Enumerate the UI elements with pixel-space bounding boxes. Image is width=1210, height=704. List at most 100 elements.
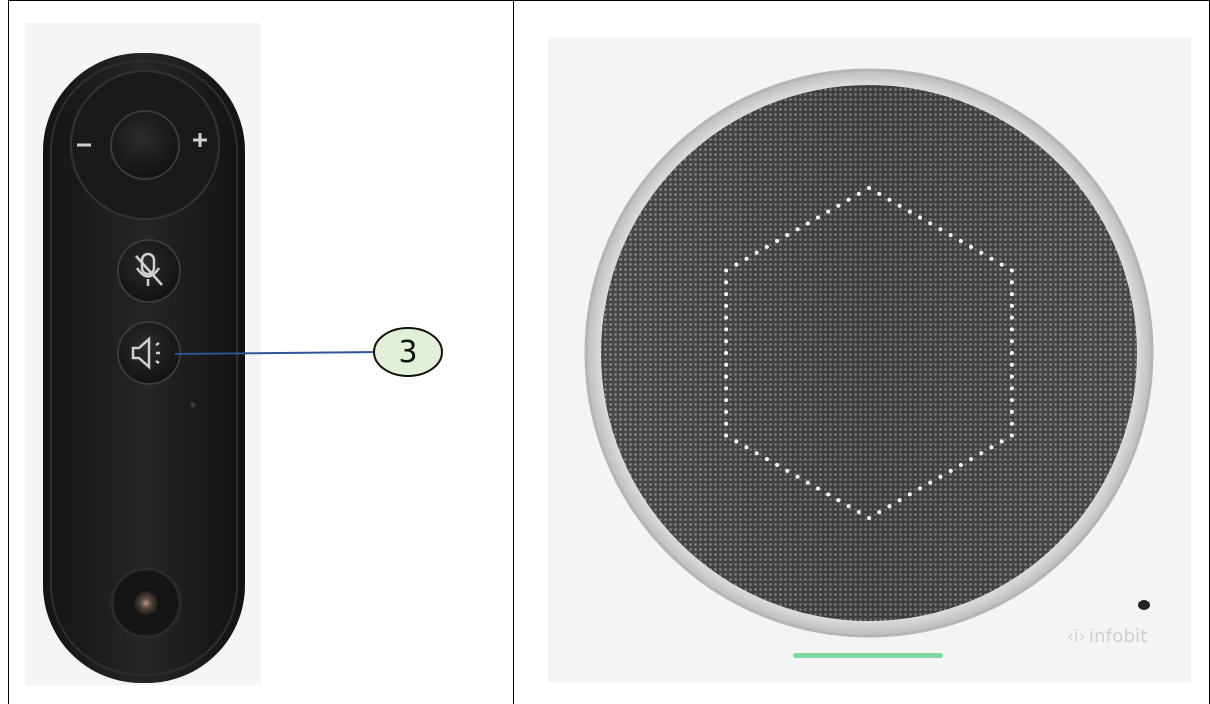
led-bar [793, 653, 943, 658]
led-dot [826, 209, 831, 214]
led-dot [877, 191, 882, 196]
led-dot [877, 510, 882, 515]
center-button [110, 110, 180, 180]
led-dot [1009, 398, 1014, 403]
led-dot [907, 492, 912, 497]
led-dot [897, 203, 902, 208]
led-dot [1009, 421, 1014, 426]
led-dot [724, 433, 729, 438]
led-dot [938, 474, 943, 479]
led-dot [999, 439, 1004, 444]
led-dot [724, 339, 729, 344]
led-dot [734, 262, 739, 267]
led-dot [846, 504, 851, 509]
led-dot [764, 244, 769, 249]
led-dot [938, 227, 943, 232]
led-dot [867, 186, 871, 190]
speakerphone-cell: ‹i› infobit [514, 1, 1209, 704]
led-dot [724, 280, 729, 285]
volume-up-icon [193, 133, 207, 147]
led-dot [724, 292, 729, 297]
led-dot [979, 451, 984, 456]
led-dot [795, 474, 800, 479]
led-dot [907, 209, 912, 214]
led-ring [724, 186, 1014, 520]
remote-illustration [43, 53, 245, 683]
led-dot [887, 197, 892, 202]
image-table: 3 [8, 0, 1210, 704]
led-dot [805, 221, 810, 226]
led-dot [989, 256, 994, 261]
led-dot [724, 386, 729, 391]
led-dot [918, 486, 922, 491]
led-dot [1009, 351, 1014, 355]
led-dot [754, 250, 759, 255]
led-dot [724, 327, 729, 332]
led-dot [724, 421, 729, 426]
speakerphone-illustration [548, 37, 1191, 682]
led-dot [816, 486, 820, 491]
speaker-icon [131, 336, 160, 370]
led-dot [836, 203, 841, 208]
led-dot [1009, 327, 1014, 332]
led-dot [724, 268, 729, 273]
mic-dot-icon [1138, 600, 1150, 610]
led-dot [1009, 268, 1014, 273]
brand-mark-icon: ‹i› [1067, 627, 1086, 647]
led-dot [969, 457, 974, 462]
led-dot [826, 492, 831, 497]
led-dot [724, 315, 729, 320]
led-dot [1009, 433, 1014, 438]
speakerphone-photo: ‹i› infobit [548, 37, 1191, 682]
led-dot [724, 409, 729, 414]
led-dot [1009, 374, 1014, 379]
led-dot [775, 239, 780, 243]
led-dot [979, 250, 984, 255]
led-dot [724, 398, 729, 403]
led-dot [744, 256, 749, 261]
table-divider [513, 0, 514, 704]
led-dot [1009, 409, 1014, 414]
led-dot [887, 504, 892, 509]
led-dot [734, 439, 739, 444]
led-dot [928, 221, 933, 226]
led-dot [897, 498, 902, 503]
led-dot [724, 303, 729, 308]
remote-cell: 3 [9, 1, 513, 704]
led-dot [744, 445, 749, 450]
led-dot [958, 239, 963, 243]
led-dot [958, 463, 963, 467]
led-dot [724, 374, 729, 379]
led-dot [1009, 303, 1014, 308]
led-dot [969, 244, 974, 249]
led-dot [785, 233, 790, 238]
led-dot [918, 215, 922, 220]
led-dot [928, 480, 933, 485]
led-dot [1009, 362, 1014, 367]
led-dot [1009, 339, 1014, 344]
callout-number: 3 [398, 334, 418, 370]
led-dot [805, 480, 810, 485]
led-dot [999, 262, 1004, 267]
led-dot [754, 451, 759, 456]
brand-logo: ‹i› infobit [1067, 626, 1148, 647]
led-dot [836, 498, 841, 503]
led-dot [856, 191, 861, 196]
led-dot [856, 510, 861, 515]
remote-photo [25, 23, 261, 685]
led-dot [948, 233, 953, 238]
mic-mute-icon [135, 252, 163, 286]
led-dot [785, 468, 790, 473]
led-dot [1009, 386, 1014, 391]
led-dot [724, 362, 729, 367]
brand-name: infobit [1088, 626, 1148, 647]
led-dot [989, 445, 994, 450]
led-dot [775, 463, 780, 467]
led-dot [867, 516, 871, 520]
led-dot [948, 468, 953, 473]
led-dot [816, 215, 820, 220]
led-dot [724, 351, 729, 355]
led-dot [764, 457, 769, 462]
led-dot [1009, 280, 1014, 285]
led-dot [1009, 315, 1014, 320]
